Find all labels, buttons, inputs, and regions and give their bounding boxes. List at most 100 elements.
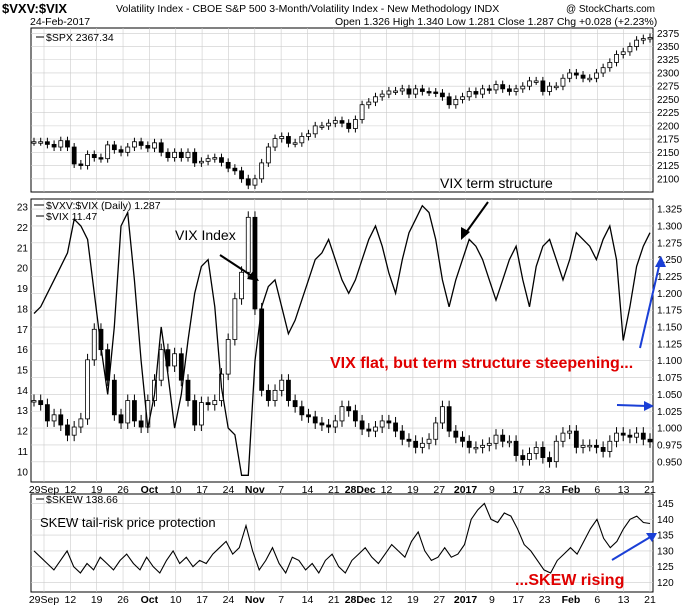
$VIX-candle — [225, 339, 231, 375]
$SPX-candle — [567, 72, 573, 79]
$SPX-candle — [152, 142, 157, 149]
axis-labels: 29Sep 29Sep 12 12 19 19 26 26 Oct Oct 10 10 17 17 24 24… — [17, 29, 683, 606]
$SPX-candle — [500, 84, 506, 90]
$SPX-candle — [533, 80, 539, 83]
$SPX-candle — [138, 141, 144, 146]
$SPX-candle — [279, 136, 285, 139]
x-tick-label: 10 — [170, 594, 182, 606]
$VIX-candle — [533, 446, 539, 454]
$VIX-candle — [212, 400, 218, 406]
chart-description: Volatility Index - CBOE S&P 500 3-Month/… — [116, 3, 499, 15]
skew-rising-annotation: ...SKEW rising — [515, 572, 624, 589]
$VIX-candle — [527, 453, 532, 461]
$SPX-candle — [225, 161, 231, 169]
$VIX-candle — [38, 400, 44, 406]
$VIX-candle — [480, 444, 486, 448]
$SPX-candle — [71, 146, 77, 165]
grid-lines — [31, 28, 653, 592]
y-tick-label: 22 — [17, 223, 29, 234]
term-structure-arrow — [464, 201, 489, 235]
y-tick-label: 1.050 — [657, 390, 682, 401]
$VIX-candle — [265, 389, 271, 401]
$VIX-candle — [560, 432, 566, 442]
x-tick-label: 12 — [65, 594, 77, 606]
$SPX-candle — [580, 74, 586, 79]
$SPX-candle — [373, 96, 378, 103]
$VIX-candle — [178, 353, 184, 381]
y-tick-label: 15 — [17, 366, 29, 377]
$VIX-candle — [513, 440, 519, 456]
x-tick-label: 17 — [196, 484, 208, 496]
y-tick-label: 1.075 — [657, 373, 682, 384]
$VIX-candle — [158, 349, 164, 381]
y-tick-label: 14 — [17, 386, 29, 397]
x-tick-label: Nov — [245, 594, 265, 606]
x-tick-label: 17 — [512, 484, 524, 496]
$VIX-candle — [620, 432, 626, 436]
y-tick-label: 1.100 — [657, 356, 682, 367]
$SPX-candle — [332, 120, 338, 124]
$SPX-candle — [145, 145, 151, 149]
x-tick-label: 27 — [433, 484, 445, 496]
$SPX-candle — [433, 91, 439, 94]
x-tick-label: 24 — [223, 484, 235, 496]
$VIX-candle — [91, 328, 97, 361]
x-tick-label: Feb — [562, 484, 581, 496]
$VIX-candle — [232, 298, 238, 340]
$VIX-candle — [44, 404, 50, 422]
$SPX-candle — [386, 90, 392, 95]
$SPX-candle — [634, 39, 640, 47]
$SPX-candle — [299, 136, 305, 144]
steepening-arrowhead — [655, 256, 666, 267]
$SPX-candle — [406, 88, 412, 95]
$VIX-candle — [573, 430, 579, 448]
$SPX-candle — [31, 141, 37, 144]
y-tick-label: 1.325 — [657, 205, 682, 216]
x-tick-label: 7 — [278, 484, 284, 496]
$SPX-candle — [212, 157, 218, 160]
$SPX-candle — [111, 144, 117, 151]
$VIX-candle — [426, 438, 432, 444]
$VIX-candle — [332, 420, 338, 428]
skew-legend: $SKEW 138.66 — [46, 494, 118, 506]
$SPX-candle — [78, 163, 84, 166]
$VIX-candle — [192, 400, 198, 426]
watermark: @ StockCharts.com — [566, 4, 655, 15]
$SPX-candle — [232, 167, 238, 172]
y-tick-label: 2350 — [657, 42, 680, 53]
$VIX-candle — [594, 444, 599, 448]
$VIX-candle — [239, 271, 244, 300]
$SKEW-line — [33, 502, 651, 575]
$SPX-candle — [219, 157, 224, 163]
x-tick-label: Feb — [562, 594, 581, 606]
y-tick-label: 145 — [657, 499, 674, 510]
x-tick-label: 10 — [170, 484, 182, 496]
$SPX-candle — [620, 51, 626, 55]
x-tick-label: Oct — [141, 484, 159, 496]
$SPX-candle — [493, 84, 499, 91]
$VIX-candle — [440, 406, 445, 424]
$VIX-candle — [326, 424, 332, 428]
y-tick-label: 21 — [17, 243, 29, 254]
y-tick-label: 1.175 — [657, 306, 682, 317]
x-tick-label: 9 — [489, 594, 495, 606]
$VIX-candle — [647, 438, 653, 443]
$VIX-candle — [520, 455, 526, 461]
$VIX-candle — [185, 379, 191, 401]
spx-legend: $SPX 2367.34 — [46, 32, 114, 44]
$VIX-candle — [614, 432, 619, 442]
x-tick-label: 12 — [381, 594, 393, 606]
$SPX-candle — [513, 88, 519, 92]
$VIX-candle — [71, 426, 77, 436]
$VIX-candle — [393, 422, 398, 432]
x-tick-label: 12 — [381, 484, 393, 496]
$VIX-candle — [607, 440, 613, 452]
y-tick-label: 13 — [17, 406, 29, 417]
$VXV:$VIX-line — [33, 204, 651, 476]
$VIX-candle — [413, 440, 419, 448]
$SPX-candle — [473, 91, 479, 95]
y-tick-label: 1.250 — [657, 255, 682, 266]
$VIX-candle — [634, 432, 640, 438]
y-tick-label: 2225 — [657, 108, 680, 119]
y-tick-label: 2275 — [657, 82, 680, 93]
